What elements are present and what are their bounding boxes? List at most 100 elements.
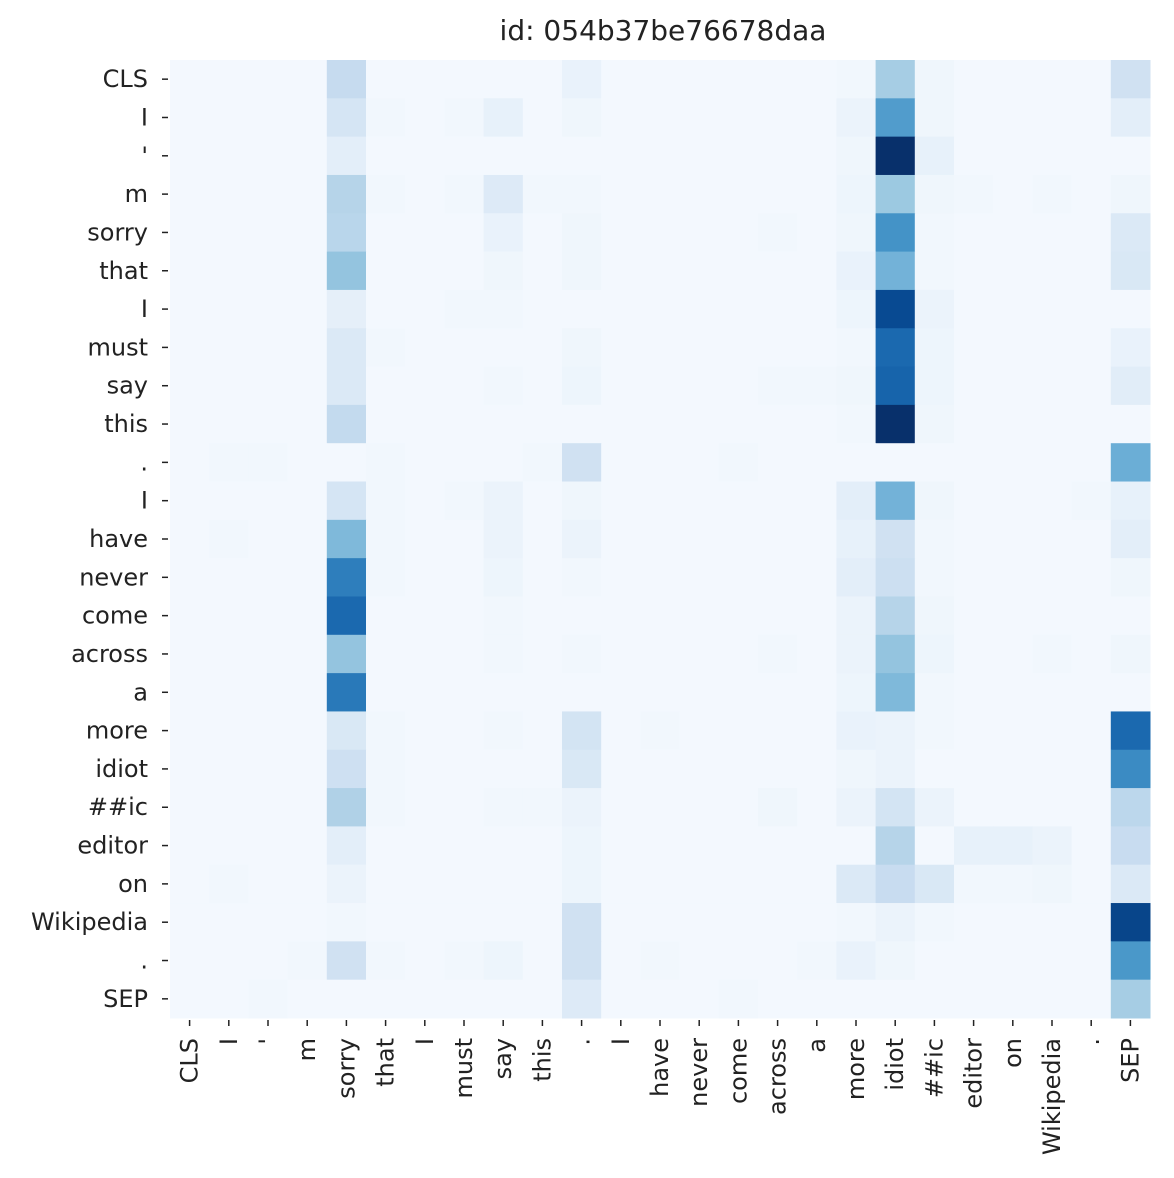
heatmap-cell <box>758 251 798 291</box>
heatmap-cell <box>170 251 210 291</box>
heatmap-cell <box>209 788 249 827</box>
heatmap-cell <box>483 213 524 253</box>
heatmap-cell <box>601 443 641 483</box>
heatmap-cell <box>405 60 445 99</box>
heatmap-cell <box>679 328 720 368</box>
x-tick-label: Wikipedia <box>1038 1038 1066 1155</box>
x-tick-label: a <box>803 1038 831 1053</box>
heatmap-cell <box>718 289 759 329</box>
heatmap-cell <box>522 596 563 636</box>
y-tick-label: I <box>141 103 148 131</box>
heatmap-cell <box>405 136 445 176</box>
heatmap-cell <box>914 98 955 138</box>
heatmap-cell <box>287 98 328 138</box>
y-tick-label: that <box>99 257 148 285</box>
heatmap-cell <box>483 404 524 444</box>
heatmap-cell <box>1071 596 1112 636</box>
heatmap-cell <box>366 443 406 483</box>
heatmap-cell <box>875 366 916 406</box>
heatmap-cell <box>287 749 328 789</box>
heatmap-cell <box>444 826 485 866</box>
heatmap-cell <box>875 443 916 483</box>
heatmap-cell <box>954 98 994 138</box>
heatmap-cell <box>679 749 720 789</box>
heatmap-cell <box>954 251 994 291</box>
heatmap-cell <box>758 443 798 483</box>
heatmap-cell <box>1032 941 1073 981</box>
heatmap-cell <box>326 903 367 942</box>
heatmap-cell <box>483 289 524 329</box>
heatmap-cell <box>444 404 485 444</box>
y-tick-label: CLS <box>103 65 148 93</box>
heatmap-cell <box>483 903 524 942</box>
heatmap-cell <box>1110 251 1151 291</box>
heatmap-cell <box>366 60 406 99</box>
y-tick-label: . <box>140 947 148 975</box>
x-tick-label: ' <box>254 1038 282 1045</box>
heatmap-cell <box>679 673 720 712</box>
heatmap-cell <box>914 328 955 368</box>
heatmap-cell <box>836 711 877 751</box>
heatmap-cell <box>248 673 289 712</box>
heatmap-cell <box>993 979 1033 1019</box>
heatmap-cell <box>1110 864 1151 904</box>
heatmap-cell <box>562 864 602 904</box>
heatmap-cell <box>1032 174 1073 214</box>
heatmap-cell <box>287 213 328 253</box>
heatmap-cell <box>287 596 328 636</box>
heatmap-cell <box>483 98 524 138</box>
heatmap-cell <box>170 788 210 827</box>
heatmap-cell <box>366 864 406 904</box>
heatmap-cell <box>954 673 994 712</box>
y-tick-label: SEP <box>103 985 148 1013</box>
heatmap-cell <box>1071 328 1112 368</box>
heatmap-cell <box>914 788 955 827</box>
heatmap-cell <box>679 174 720 214</box>
heatmap-cell <box>483 596 524 636</box>
heatmap-cell <box>287 136 328 176</box>
heatmap-cell <box>209 558 249 597</box>
heatmap-cell <box>758 174 798 214</box>
heatmap-cell <box>1110 366 1151 406</box>
heatmap-cell <box>993 328 1033 368</box>
heatmap-cell <box>170 864 210 904</box>
heatmap-cell <box>640 788 681 827</box>
heatmap-cell <box>287 634 328 674</box>
heatmap-cell <box>1110 481 1151 521</box>
heatmap-cell <box>640 711 681 751</box>
heatmap-cell <box>209 864 249 904</box>
heatmap-cell <box>836 788 877 827</box>
x-tick-label: idiot <box>881 1038 909 1091</box>
heatmap-cell <box>993 60 1033 99</box>
heatmap-cell <box>875 558 916 597</box>
heatmap-cell <box>601 289 641 329</box>
heatmap-cell <box>993 366 1033 406</box>
heatmap-cell <box>954 404 994 444</box>
heatmap-cell <box>836 749 877 789</box>
heatmap-cell <box>797 481 837 521</box>
heatmap-cell <box>248 711 289 751</box>
heatmap-cell <box>562 826 602 866</box>
heatmap-cell <box>954 979 994 1019</box>
heatmap-cell <box>954 634 994 674</box>
heatmap-cell <box>1071 673 1112 712</box>
heatmap-cell <box>1032 404 1073 444</box>
heatmap-cell <box>1110 941 1151 981</box>
heatmap-cell <box>444 941 485 981</box>
heatmap-cell <box>601 519 641 559</box>
heatmap-cell <box>875 289 916 329</box>
heatmap-cell <box>483 443 524 483</box>
heatmap-cell <box>797 98 837 138</box>
heatmap-cell <box>444 136 485 176</box>
heatmap-cell <box>1071 481 1112 521</box>
heatmap-cell <box>287 941 328 981</box>
heatmap-cell <box>875 788 916 827</box>
heatmap-cell <box>758 404 798 444</box>
heatmap-cell <box>679 941 720 981</box>
heatmap-cell <box>993 174 1033 214</box>
heatmap-cell <box>287 979 328 1019</box>
heatmap-cell <box>562 558 602 597</box>
heatmap-cell <box>562 136 602 176</box>
heatmap-cell <box>209 289 249 329</box>
